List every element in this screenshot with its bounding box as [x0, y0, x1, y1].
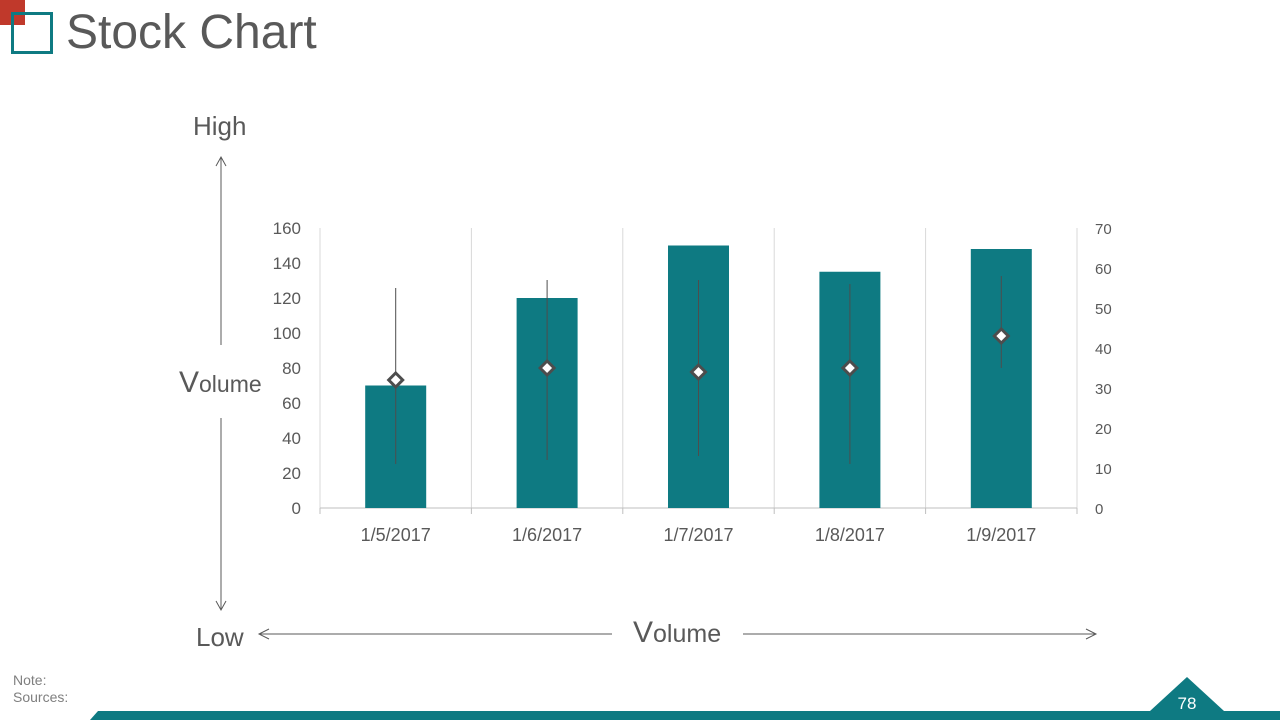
volume-left-rest: olume	[199, 371, 262, 397]
left-arrow-head	[257, 628, 270, 640]
y-left-tick-label: 100	[273, 324, 301, 343]
y-left-tick-label: 60	[282, 394, 301, 413]
low-label: Low	[196, 622, 244, 652]
page-title: Stock Chart	[66, 6, 317, 59]
right-arrow-head	[1085, 628, 1098, 640]
volume-label-left: Volume	[179, 366, 262, 400]
page-number-tab	[1150, 677, 1224, 711]
volume-left-initial: V	[179, 366, 200, 399]
x-tick-label: 1/8/2017	[815, 525, 885, 545]
y-left-tick-label: 0	[292, 499, 301, 518]
sources-label: Sources:	[13, 689, 69, 705]
y-right-tick-label: 20	[1095, 421, 1112, 438]
y-right-tick-label: 60	[1095, 261, 1112, 278]
y-left-tick-label: 80	[282, 359, 301, 378]
y-right-tick-label: 0	[1095, 501, 1103, 518]
high-label: High	[193, 111, 247, 141]
title-teal-box	[11, 12, 53, 54]
footer-stripe	[90, 711, 1280, 720]
x-tick-label: 1/5/2017	[361, 525, 431, 545]
y-right-tick-label: 40	[1095, 341, 1112, 358]
note-label: Note:	[13, 672, 47, 688]
close-marker	[840, 358, 860, 378]
x-tick-label: 1/6/2017	[512, 525, 582, 545]
y-left-tick-label: 140	[273, 254, 301, 273]
low-arrow-head	[215, 600, 227, 612]
close-marker	[386, 370, 405, 390]
volume-bottom-rest: olume	[653, 620, 722, 648]
page-number: 78	[1177, 694, 1197, 713]
close-marker	[689, 362, 708, 382]
close-marker	[537, 358, 557, 378]
title-decoration	[0, 0, 53, 54]
y-right-tick-label: 50	[1095, 301, 1112, 318]
x-tick-label: 1/9/2017	[966, 525, 1036, 545]
high-arrow-head	[215, 155, 227, 167]
y-left-tick-label: 160	[273, 219, 301, 238]
y-left-tick-label: 40	[282, 429, 301, 448]
y-left-tick-label: 20	[282, 464, 301, 483]
volume-label-bottom: Volume	[633, 616, 721, 650]
y-right-tick-label: 10	[1095, 461, 1112, 478]
y-left-tick-label: 120	[273, 289, 301, 308]
x-tick-label: 1/7/2017	[663, 525, 733, 545]
volume-bottom-initial: V	[633, 616, 654, 649]
y-right-tick-label: 70	[1095, 221, 1112, 238]
close-marker	[992, 326, 1011, 346]
y-right-tick-label: 30	[1095, 381, 1112, 398]
